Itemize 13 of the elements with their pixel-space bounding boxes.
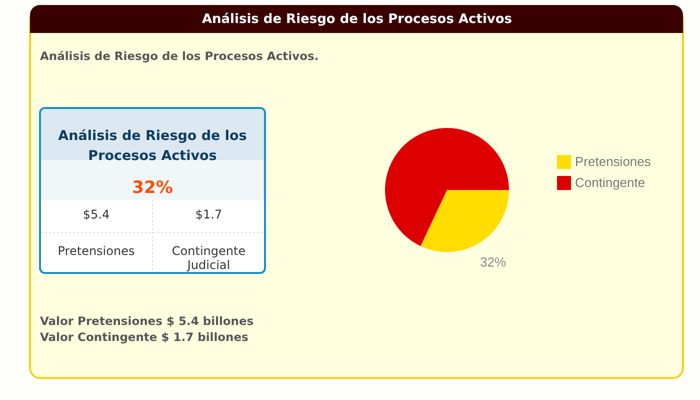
text: Análisis de Riesgo de los Procesos Activos. xyxy=(40,49,319,63)
text: 32% xyxy=(132,178,173,198)
text: $5.4 xyxy=(82,207,110,222)
text: $1.7 xyxy=(195,207,222,222)
chart-title: Análisis de Riesgo de los Procesos Activos xyxy=(202,12,512,27)
data-label: 32% xyxy=(480,254,507,270)
text: Análisis de Riesgo de los Procesos Activos xyxy=(58,128,247,164)
legend-label: Pretensiones xyxy=(575,154,652,169)
text: Valor Contingente $ 1.7 billones xyxy=(40,330,249,344)
text: Valor Pretensiones $ 5.4 billones xyxy=(40,314,254,328)
legend-label: Contingente xyxy=(575,175,646,190)
text: Pretensiones xyxy=(58,244,135,258)
text: Contingente Judicial xyxy=(172,244,246,272)
